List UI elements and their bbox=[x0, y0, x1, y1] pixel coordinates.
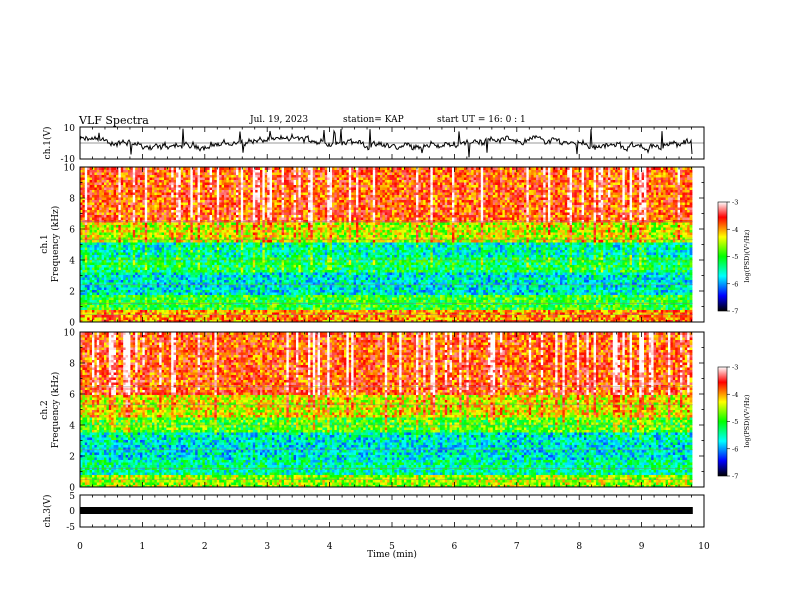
vlf-spectra-figure: 10 -10 ch.1(V) 0246810 ch.1 Frequency (k… bbox=[0, 0, 792, 612]
ch1-waveform-panel: 10 -10 ch.1(V) bbox=[42, 124, 704, 165]
ch1-spectrogram-image bbox=[80, 167, 693, 323]
ch1-ytick-top: 10 bbox=[64, 124, 76, 134]
ch1-ylabel: ch.1(V) bbox=[42, 127, 53, 160]
